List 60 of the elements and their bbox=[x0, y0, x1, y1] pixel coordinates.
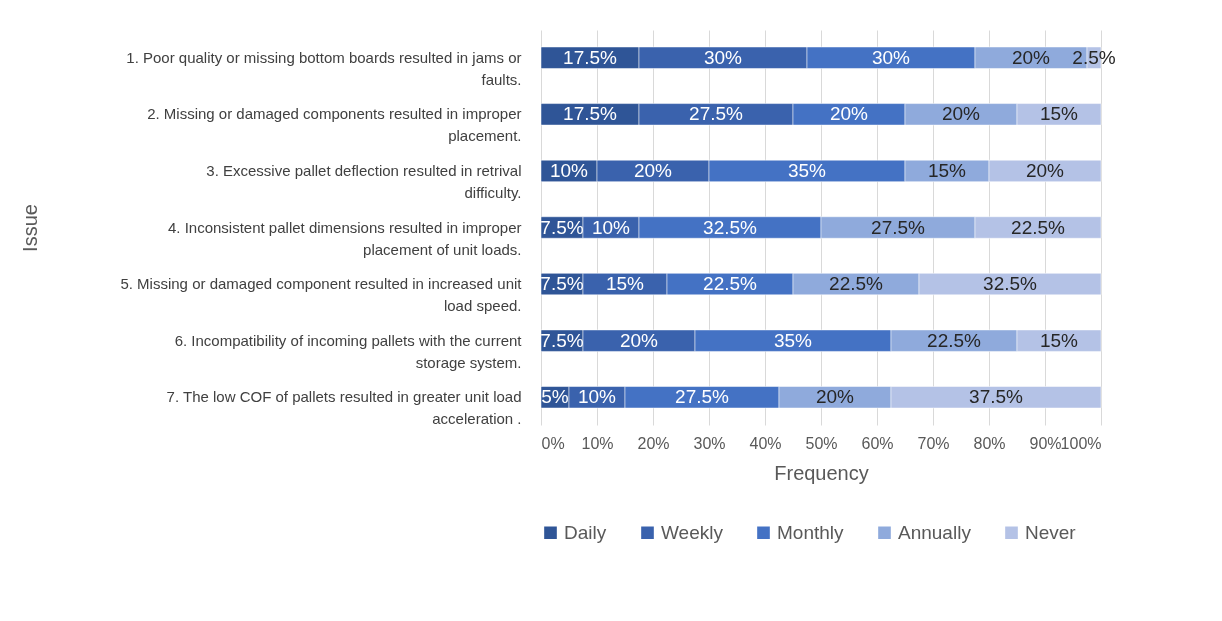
data-label: 20% bbox=[829, 103, 869, 125]
data-label: 22.5% bbox=[703, 273, 758, 295]
data-label: 20% bbox=[619, 329, 659, 351]
data-label: 30% bbox=[703, 46, 743, 68]
data-label: 27.5% bbox=[689, 103, 744, 125]
data-label: 35% bbox=[773, 329, 813, 351]
data-label: 10% bbox=[591, 216, 631, 238]
x-tick-label: 70% bbox=[917, 434, 950, 452]
data-label: 20% bbox=[1011, 46, 1051, 68]
data-label: 22.5% bbox=[829, 273, 884, 295]
x-tick-label: 100% bbox=[1060, 434, 1102, 452]
x-tick-label: 40% bbox=[749, 434, 782, 452]
x-axis-title: Frequency bbox=[774, 461, 869, 484]
x-tick-label: 80% bbox=[973, 434, 1006, 452]
data-label: 15% bbox=[605, 273, 645, 295]
data-label: 35% bbox=[787, 159, 827, 181]
y-tick-label: 3. Excessive pallet deflection resulted in retrival difficulty. bbox=[206, 161, 522, 201]
y-axis-title: Issue bbox=[18, 204, 41, 252]
legend-label: Daily bbox=[564, 521, 607, 543]
data-label: 32.5% bbox=[703, 216, 758, 238]
y-tick-label: 6. Incompatibility of incoming pallets with the current storage system. bbox=[174, 331, 523, 371]
x-tick-label: 10% bbox=[581, 434, 614, 452]
data-label: 10% bbox=[549, 159, 589, 181]
data-label: 7.5% bbox=[540, 329, 584, 351]
data-label: 20% bbox=[633, 159, 673, 181]
y-tick-label: 1. Poor quality or missing bottom boards resulted in jams or faults. bbox=[126, 48, 522, 88]
data-label: 20% bbox=[941, 103, 981, 125]
data-label: 5% bbox=[541, 386, 569, 408]
legend-label: Annually bbox=[898, 521, 972, 543]
x-tick-label: 90% bbox=[1029, 434, 1062, 452]
y-tick-label: 7. The low COF of pallets resulted in greater unit load acceleration . bbox=[166, 388, 522, 428]
legend-label: Monthly bbox=[777, 521, 845, 543]
data-label: 20% bbox=[1025, 159, 1065, 181]
x-tick-label: 20% bbox=[637, 434, 670, 452]
x-tick-label: 30% bbox=[693, 434, 726, 452]
data-label: 22.5% bbox=[1011, 216, 1066, 238]
data-label: 15% bbox=[1039, 103, 1079, 125]
data-label: 27.5% bbox=[871, 216, 926, 238]
x-tick-label: 0% bbox=[541, 434, 565, 452]
data-label: 10% bbox=[577, 386, 617, 408]
y-tick-label: 2. Missing or damaged components resulted in improper placement. bbox=[147, 105, 522, 145]
y-tick-label: 5. Missing or damaged component resulted in increased unit load speed. bbox=[120, 275, 523, 315]
data-label: 15% bbox=[927, 159, 967, 181]
data-label: 7.5% bbox=[540, 273, 584, 295]
y-tick-label: 4. Inconsistent pallet dimensions resulted in improper placement of unit loads. bbox=[167, 218, 522, 258]
data-label: 30% bbox=[871, 46, 911, 68]
data-label: 37.5% bbox=[969, 386, 1024, 408]
x-tick-label: 60% bbox=[861, 434, 894, 452]
data-label: 15% bbox=[1039, 329, 1079, 351]
data-label: 2.5% bbox=[1072, 46, 1116, 68]
data-label: 17.5% bbox=[563, 46, 618, 68]
data-label: 32.5% bbox=[983, 273, 1038, 295]
data-label: 20% bbox=[815, 386, 855, 408]
x-tick-label: 50% bbox=[805, 434, 838, 452]
legend-label: Never bbox=[1025, 521, 1077, 543]
legend-label: Weekly bbox=[661, 521, 724, 543]
data-label: 22.5% bbox=[927, 329, 982, 351]
data-label: 17.5% bbox=[563, 103, 618, 125]
data-label: 7.5% bbox=[540, 216, 584, 238]
data-label: 27.5% bbox=[675, 386, 730, 408]
